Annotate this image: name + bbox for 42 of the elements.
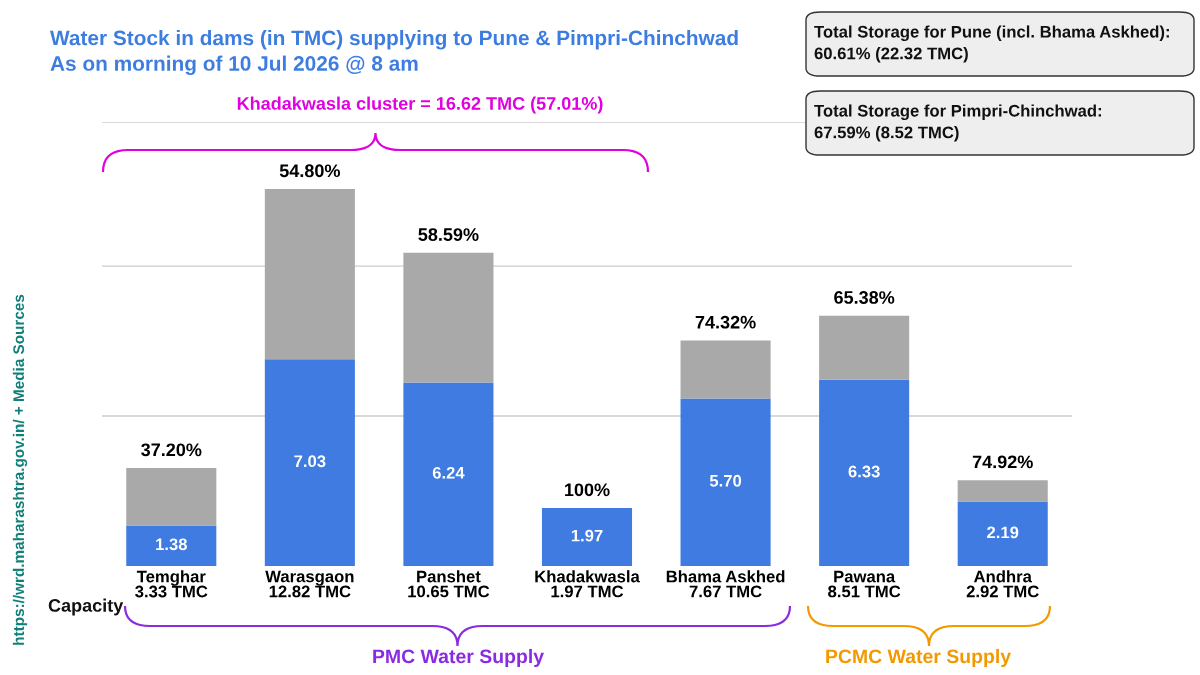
bar: [126, 525, 217, 566]
data-label: 7.03: [294, 455, 326, 468]
data-label: 6.33: [848, 465, 880, 478]
x-tick-label: Khadakwasla 1.97 TMC: [535, 570, 640, 598]
bar: [541, 508, 633, 566]
bar: [126, 468, 217, 526]
text: https://wrd.maharashtra.gov.in/ + Media Sources: [12, 294, 28, 645]
text: PCMC Water Supply: [826, 648, 1011, 668]
annotation: 58.59%: [418, 228, 479, 241]
annotation: 54.80%: [279, 164, 340, 178]
bar: [957, 480, 1048, 502]
bar: [819, 315, 910, 380]
x-tick-label: Temghar 3.33 TMC: [135, 570, 208, 598]
x-tick-label: Pawana 8.51 TMC: [828, 570, 901, 598]
text: Total Storage for Pune (incl. Bhama Askhed): 60.61% (22.32 TMC): [814, 25, 1169, 63]
data-label: 6.24: [432, 466, 465, 479]
annotation: 37.20%: [141, 443, 202, 457]
data-label: 1.38: [156, 538, 187, 551]
data-label: 5.70: [709, 474, 742, 487]
text: PMC Water Supply: [373, 648, 544, 668]
bar: [403, 252, 494, 383]
x-tick-label: Bhama Askhed 7.67 TMC: [666, 570, 785, 598]
x-tick-label: Panshet 10.65 TMC: [408, 570, 490, 598]
bar: [403, 382, 494, 566]
bar: [264, 359, 355, 566]
x-tick-label: Andhra 2.92 TMC: [966, 570, 1039, 598]
bar: [819, 379, 910, 566]
annotation: 74.92%: [972, 455, 1033, 469]
annotation: 65.38%: [834, 291, 895, 304]
text: Khadakwasla cluster = 16.62 TMC (57.01%): [237, 96, 603, 114]
text: Capacity: [48, 598, 124, 616]
chart-title: Water Stock in dams (in TMC) supplying to Pune & Pimpri-Chinchwad As on morning of 10 Jul 2026 @ 8 am: [50, 30, 738, 76]
data-label: 1.97: [571, 529, 603, 542]
annotation: 74.32%: [695, 315, 756, 329]
annotation: Total Storage for Pimpri-Chinchwad: 67.59% (8.52 TMC): [814, 104, 1101, 142]
x-tick-label: Warasgaon 12.82 TMC: [265, 570, 354, 598]
annotation: 100%: [565, 483, 610, 497]
data-label: 2.19: [987, 526, 1019, 539]
bar: [680, 398, 771, 566]
bar: [957, 501, 1048, 566]
bar: [680, 340, 771, 399]
bar: [264, 189, 355, 360]
